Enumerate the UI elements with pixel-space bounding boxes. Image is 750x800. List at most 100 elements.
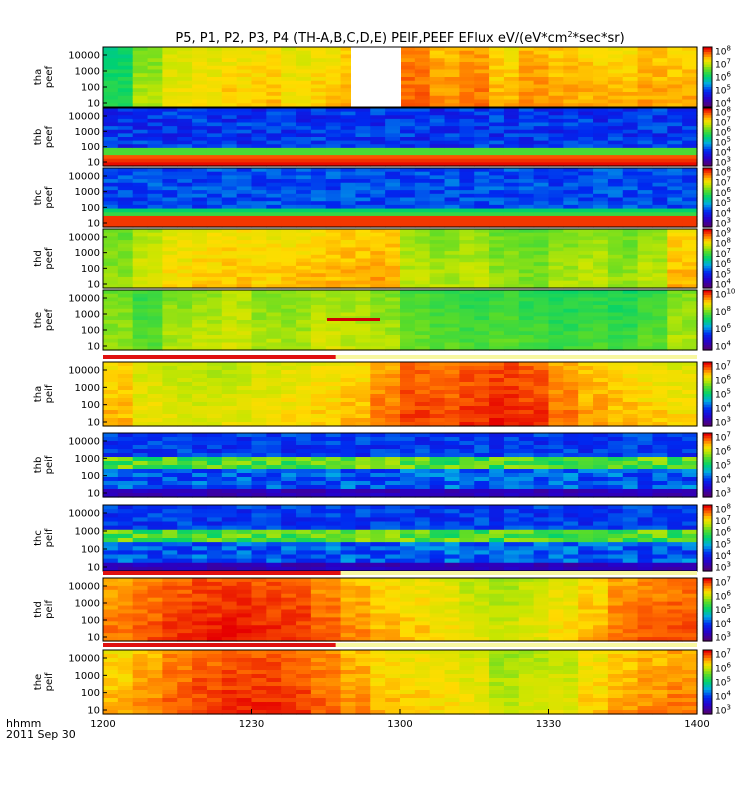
heatmap-cell xyxy=(221,418,238,423)
heatmap-cell xyxy=(474,80,490,86)
heatmap-cell xyxy=(637,137,654,142)
heatmap-cell xyxy=(503,133,520,138)
heatmap-cell xyxy=(177,265,193,271)
heatmap-cell xyxy=(414,58,431,63)
heatmap-cell xyxy=(340,320,357,325)
heatmap-cell xyxy=(281,273,297,278)
heatmap-cell xyxy=(414,308,431,314)
heatmap-cell xyxy=(682,284,698,289)
heatmap-cell xyxy=(444,489,460,494)
heatmap-cell xyxy=(459,320,475,325)
heatmap-cell xyxy=(281,374,297,379)
colorbar-cell xyxy=(703,209,712,213)
heatmap-cell xyxy=(385,312,401,317)
heatmap-cell xyxy=(489,265,505,271)
heatmap-cell xyxy=(578,316,594,321)
heatmap-cell xyxy=(177,95,193,101)
heatmap-cell xyxy=(162,140,178,145)
heatmap-cell xyxy=(667,265,683,271)
heatmap-cell xyxy=(429,477,446,482)
heatmap-cell xyxy=(563,390,579,395)
heatmap-cell xyxy=(682,301,698,306)
heatmap-cell xyxy=(206,529,223,535)
heatmap-cell xyxy=(533,126,550,131)
heatmap-cell xyxy=(503,362,520,367)
heatmap-cell xyxy=(147,133,163,138)
heatmap-cell xyxy=(370,323,386,329)
heatmap-cell xyxy=(236,370,253,375)
heatmap-cell xyxy=(281,441,297,446)
heatmap-cell xyxy=(192,108,208,113)
heatmap-cell xyxy=(251,80,267,86)
heatmap-cell xyxy=(132,538,149,543)
heatmap-cell xyxy=(548,390,564,395)
heatmap-cell xyxy=(221,521,238,527)
heatmap-cell xyxy=(340,374,357,379)
heatmap-cell xyxy=(162,320,178,325)
heatmap-cell xyxy=(296,240,312,245)
heatmap-cell xyxy=(177,433,193,438)
heatmap-cell xyxy=(563,308,579,314)
heatmap-cell xyxy=(548,58,564,63)
heatmap-cell xyxy=(221,182,238,188)
heatmap-cell xyxy=(281,208,297,213)
heatmap-cell xyxy=(103,269,119,274)
heatmap-cell xyxy=(503,293,520,299)
heatmap-cell xyxy=(340,204,357,210)
heatmap-cell xyxy=(622,137,639,142)
heatmap-cell xyxy=(192,461,208,466)
heatmap-cell xyxy=(667,232,683,237)
heatmap-cell xyxy=(147,550,163,556)
heatmap-cell xyxy=(325,370,342,375)
heatmap-cell xyxy=(607,108,624,113)
heatmap-cell xyxy=(325,290,342,295)
heatmap-cell xyxy=(414,54,431,59)
heatmap-cell xyxy=(518,240,535,245)
heatmap-cell xyxy=(266,193,282,199)
heatmap-cell xyxy=(162,158,178,163)
heatmap-cell xyxy=(206,201,223,206)
heatmap-cell xyxy=(444,301,460,306)
heatmap-cell xyxy=(251,521,267,527)
heatmap-cell xyxy=(667,54,683,59)
heatmap-cell xyxy=(296,80,312,86)
heatmap-cell xyxy=(221,489,238,494)
heatmap-cell xyxy=(593,265,609,271)
heatmap-cell xyxy=(414,171,431,176)
heatmap-cell xyxy=(489,308,505,314)
heatmap-cell xyxy=(355,133,371,138)
heatmap-cell xyxy=(652,58,668,63)
colorbar-cell xyxy=(703,124,712,128)
heatmap-cell xyxy=(192,147,208,153)
heatmap-cell xyxy=(103,204,119,210)
heatmap-cell xyxy=(147,461,163,466)
heatmap-cell xyxy=(548,197,564,202)
heatmap-cell xyxy=(622,88,639,93)
heatmap-cell xyxy=(548,129,564,134)
heatmap-cell xyxy=(310,204,327,210)
heatmap-cell xyxy=(548,382,564,387)
heatmap-cell xyxy=(236,215,253,221)
heatmap-cell xyxy=(622,229,639,234)
heatmap-cell xyxy=(221,513,238,518)
heatmap-cell xyxy=(489,126,505,131)
heatmap-cell xyxy=(503,493,520,498)
heatmap-cell xyxy=(593,236,609,241)
heatmap-cell xyxy=(310,335,327,340)
heatmap-cell xyxy=(578,240,594,245)
heatmap-cell xyxy=(489,493,505,498)
heatmap-cell xyxy=(251,331,267,336)
heatmap-cell xyxy=(310,406,327,411)
heatmap-cell xyxy=(177,406,193,411)
heatmap-cell xyxy=(147,258,163,263)
heatmap-cell xyxy=(117,247,134,252)
heatmap-cell xyxy=(132,197,149,202)
heatmap-cell xyxy=(281,366,297,371)
heatmap-cell xyxy=(251,65,267,71)
heatmap-cell xyxy=(652,323,668,329)
heatmap-cell xyxy=(325,247,342,252)
heatmap-cell xyxy=(444,382,460,387)
heatmap-cell xyxy=(117,65,134,71)
heatmap-cell xyxy=(637,469,654,474)
colorbar-cell xyxy=(703,129,712,133)
